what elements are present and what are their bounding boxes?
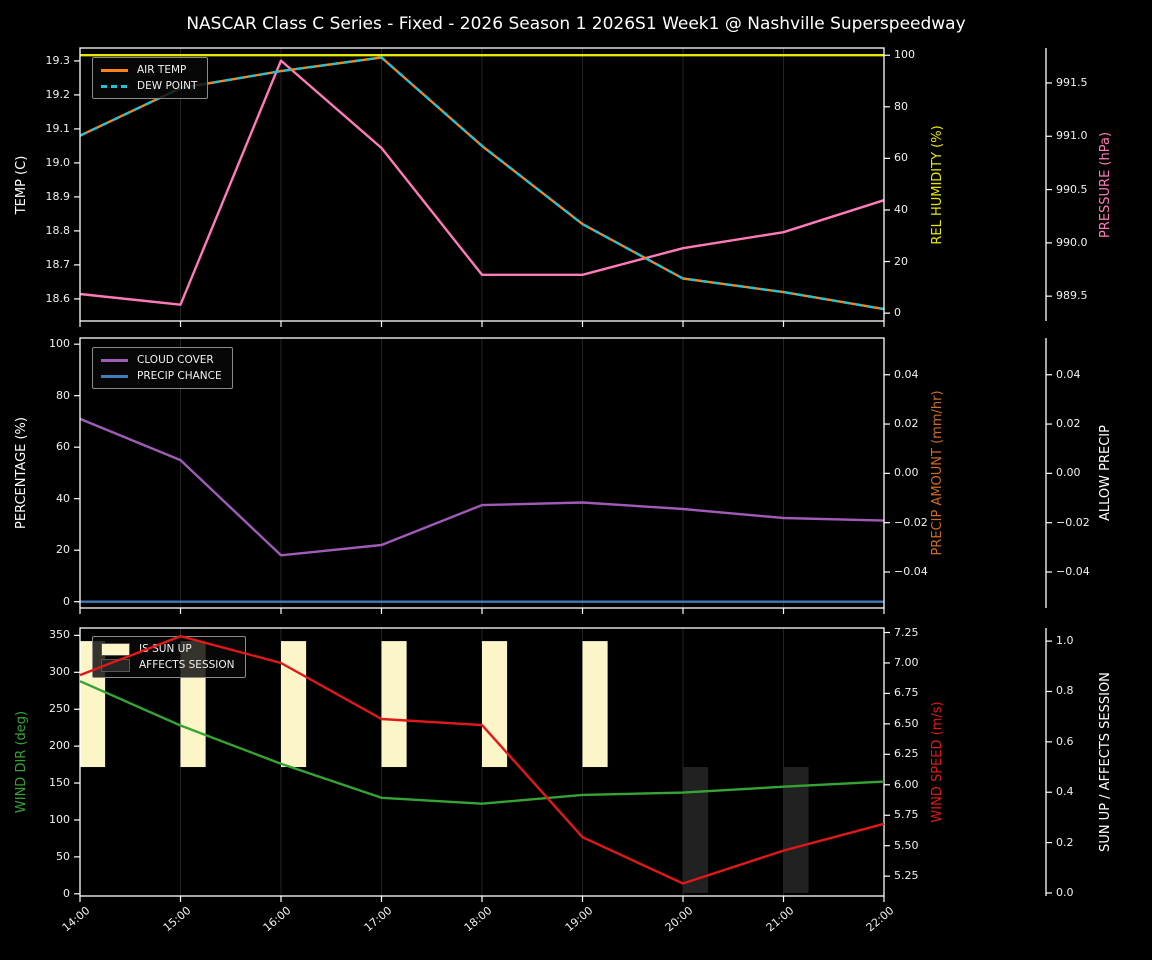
is-sun-up-bar	[482, 641, 508, 768]
legend-item-precip-chance: PRECIP CHANCE	[101, 368, 222, 384]
affects-session-bar	[783, 767, 809, 893]
legend-item-affects-session: AFFECTS SESSION	[101, 657, 235, 673]
cloud-cover-line	[79, 417, 885, 557]
pressure-line	[79, 59, 885, 306]
legend-label: AIR TEMP	[137, 64, 187, 76]
legend: CLOUD COVER PRECIP CHANCE	[92, 347, 233, 389]
legend-label: PRECIP CHANCE	[137, 370, 222, 382]
legend-label: DEW POINT	[137, 80, 198, 92]
affects-session-bar	[683, 767, 709, 893]
dew-point-swatch	[101, 84, 128, 88]
legend: IS SUN UP AFFECTS SESSION	[92, 636, 246, 678]
dew-point-line	[79, 56, 885, 311]
legend-item-is-sun-up: IS SUN UP	[101, 641, 235, 657]
legend-item-dew-point: DEW POINT	[101, 78, 197, 94]
affects-session-swatch	[101, 658, 130, 672]
cloud-cover-swatch	[101, 358, 128, 362]
legend-item-air-temp: AIR TEMP	[101, 62, 197, 78]
is-sun-up-swatch	[101, 642, 130, 656]
legend-label: CLOUD COVER	[137, 354, 214, 366]
precip-chance-swatch	[101, 374, 128, 378]
is-sun-up-bar	[381, 641, 407, 768]
air-temp-swatch	[101, 68, 128, 72]
figure-title: NASCAR Class C Series - Fixed - 2026 Sea…	[186, 14, 966, 34]
legend-item-cloud-cover: CLOUD COVER	[101, 352, 222, 368]
legend-label: IS SUN UP	[139, 643, 192, 655]
legend-label: AFFECTS SESSION	[139, 659, 235, 671]
legend: AIR TEMP DEW POINT	[92, 57, 209, 99]
is-sun-up-bar	[582, 641, 608, 768]
is-sun-up-bar	[281, 641, 307, 768]
